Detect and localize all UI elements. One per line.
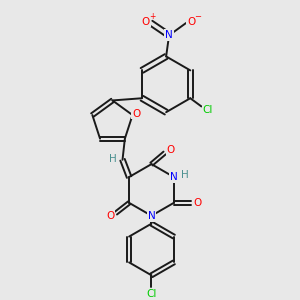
Text: N: N bbox=[170, 172, 178, 182]
Text: O: O bbox=[187, 16, 196, 26]
Text: O: O bbox=[193, 198, 201, 208]
Text: +: + bbox=[149, 12, 155, 21]
Text: Cl: Cl bbox=[203, 105, 213, 115]
Text: N: N bbox=[148, 211, 155, 221]
Text: O: O bbox=[132, 109, 140, 118]
Text: H: H bbox=[181, 170, 189, 180]
Text: N: N bbox=[165, 30, 173, 40]
Text: Cl: Cl bbox=[146, 290, 157, 299]
Text: −: − bbox=[194, 12, 201, 21]
Text: O: O bbox=[106, 211, 114, 221]
Text: O: O bbox=[142, 16, 150, 26]
Text: O: O bbox=[167, 145, 175, 155]
Text: H: H bbox=[109, 154, 117, 164]
